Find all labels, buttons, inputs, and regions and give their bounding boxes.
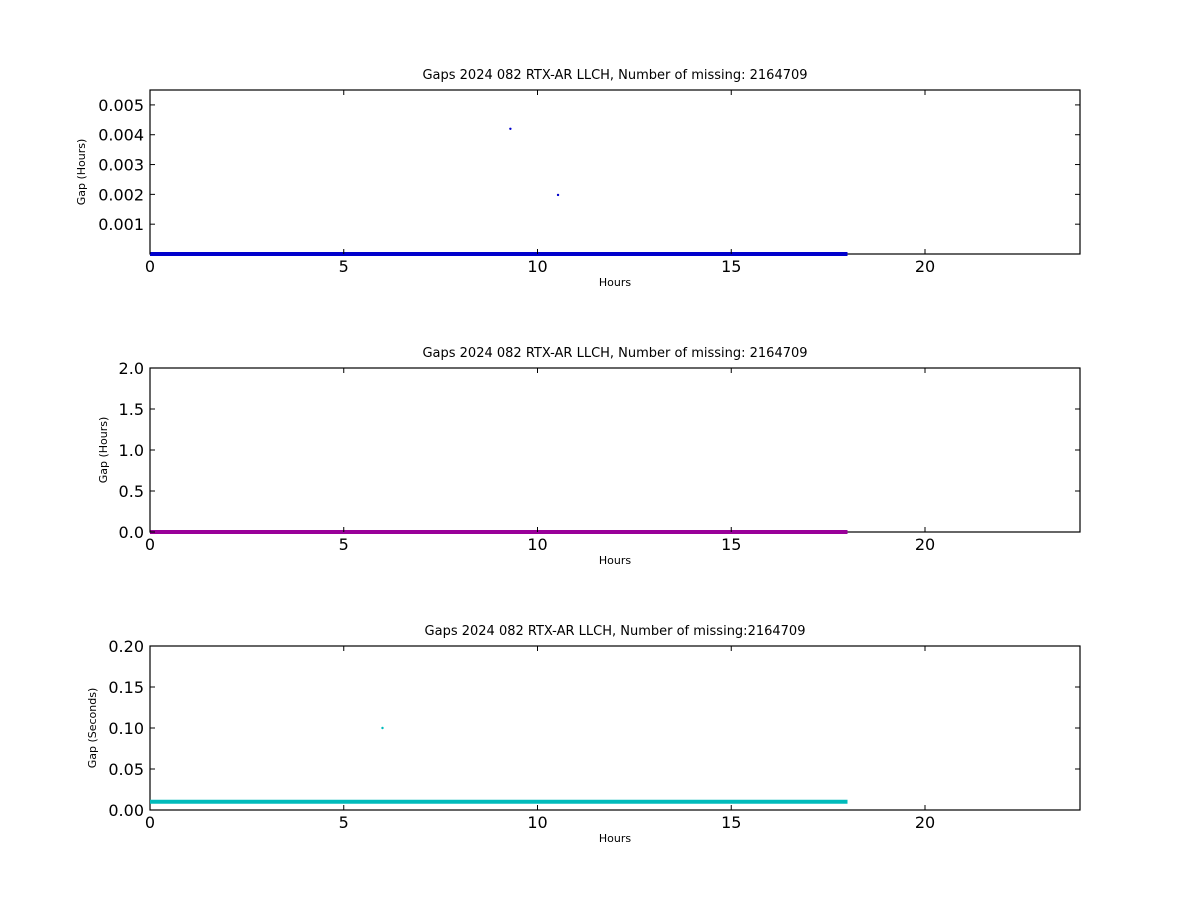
y-tick-label: 0.05 <box>108 760 144 779</box>
chart-panel-2: Gaps 2024 082 RTX-AR LLCH, Number of mis… <box>97 346 1081 567</box>
x-tick-label: 10 <box>527 535 547 554</box>
y-tick-label: 1.5 <box>119 400 144 419</box>
chart-panel-1: Gaps 2024 082 RTX-AR LLCH, Number of mis… <box>75 68 1081 289</box>
chart-title: Gaps 2024 082 RTX-AR LLCH, Number of mis… <box>422 68 807 83</box>
y-axis-label: Gap (Hours) <box>97 417 110 484</box>
x-tick-label: 15 <box>721 257 741 276</box>
y-tick-label: 0.20 <box>108 637 144 656</box>
y-tick-label: 1.0 <box>119 441 144 460</box>
y-tick-label: 2.0 <box>119 359 144 378</box>
x-tick-label: 5 <box>339 535 349 554</box>
x-axis-label: Hours <box>599 554 631 567</box>
chart-title: Gaps 2024 082 RTX-AR LLCH, Number of mis… <box>422 346 807 361</box>
x-tick-label: 20 <box>915 257 935 276</box>
y-axis-label: Gap (Seconds) <box>86 688 99 769</box>
y-tick-label: 0.0 <box>119 523 144 542</box>
plot-frame <box>149 645 1081 811</box>
x-tick-label: 5 <box>339 257 349 276</box>
y-tick-label: 0.00 <box>108 801 144 820</box>
x-tick-label: 15 <box>721 535 741 554</box>
y-tick-label: 0.5 <box>119 482 144 501</box>
chart-panel-3: Gaps 2024 082 RTX-AR LLCH, Number of mis… <box>86 624 1081 845</box>
data-point-1 <box>509 127 512 130</box>
x-tick-label: 10 <box>527 257 547 276</box>
x-tick-label: 0 <box>145 813 155 832</box>
y-tick-label: 0.10 <box>108 719 144 738</box>
chart-title: Gaps 2024 082 RTX-AR LLCH, Number of mis… <box>425 624 806 639</box>
y-tick-label: 0.001 <box>98 215 144 234</box>
x-tick-label: 15 <box>721 813 741 832</box>
y-tick-label: 0.003 <box>98 156 144 175</box>
x-tick-label: 5 <box>339 813 349 832</box>
x-axis-label: Hours <box>599 276 631 289</box>
x-tick-label: 20 <box>915 535 935 554</box>
y-tick-label: 0.004 <box>98 126 144 145</box>
y-tick-label: 0.002 <box>98 185 144 204</box>
plot-frame <box>149 367 1081 533</box>
x-axis-label: Hours <box>599 832 631 845</box>
y-axis-label: Gap (Hours) <box>75 139 88 206</box>
y-tick-label: 0.15 <box>108 678 144 697</box>
x-tick-label: 20 <box>915 813 935 832</box>
x-tick-label: 10 <box>527 813 547 832</box>
x-tick-label: 0 <box>145 257 155 276</box>
y-tick-label: 0.005 <box>98 96 144 115</box>
data-point-2 <box>556 193 560 197</box>
data-point-1 <box>381 726 384 730</box>
plot-frame <box>149 89 1081 255</box>
x-tick-label: 0 <box>145 535 155 554</box>
